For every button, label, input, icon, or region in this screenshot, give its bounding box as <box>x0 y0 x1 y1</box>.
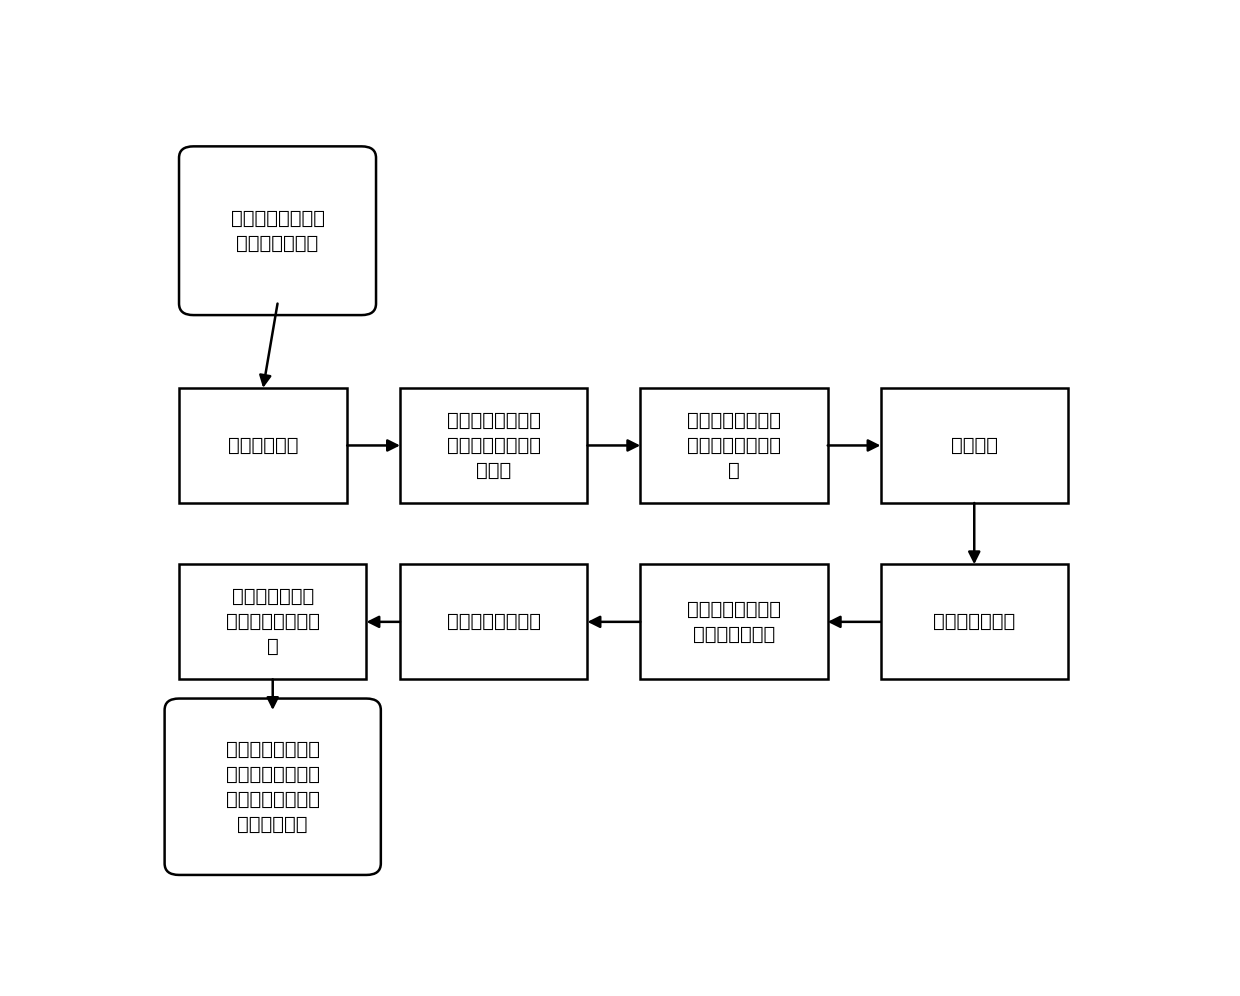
Bar <box>880 565 1068 679</box>
Text: 计算与差异区域的
图像元素有关联的
连通图: 计算与差异区域的 图像元素有关联的 连通图 <box>446 411 541 480</box>
Text: 在同一类特征点
中，进行特征点匹
配: 在同一类特征点 中，进行特征点匹 配 <box>226 588 320 656</box>
Bar <box>640 387 828 503</box>
Text: 图形与字符分离，
获得纯图形的关联
图: 图形与字符分离， 获得纯图形的关联 图 <box>687 411 781 480</box>
Text: 单像素化: 单像素化 <box>951 436 998 455</box>
Bar <box>179 565 367 679</box>
Text: 输入两幅不同版本
的机械图的图像: 输入两幅不同版本 的机械图的图像 <box>231 209 325 253</box>
Text: 提取关键特征点: 提取关键特征点 <box>934 613 1016 631</box>
FancyBboxPatch shape <box>179 146 376 315</box>
Bar <box>880 387 1068 503</box>
Bar <box>640 565 828 679</box>
Bar <box>401 565 588 679</box>
Bar <box>401 387 588 503</box>
Bar <box>179 387 347 503</box>
Text: 建立关键特征点的
特征描述子矩阵: 建立关键特征点的 特征描述子矩阵 <box>687 600 781 643</box>
Text: 输出未进行匹配的
特征点，未进行匹
配的特征点所在区
域为差异区域: 输出未进行匹配的 特征点，未进行匹 配的特征点所在区 域为差异区域 <box>226 740 320 834</box>
Text: 对特征点进行分类: 对特征点进行分类 <box>446 613 541 631</box>
Text: 计算差异图像: 计算差异图像 <box>228 436 299 455</box>
FancyBboxPatch shape <box>165 698 381 874</box>
